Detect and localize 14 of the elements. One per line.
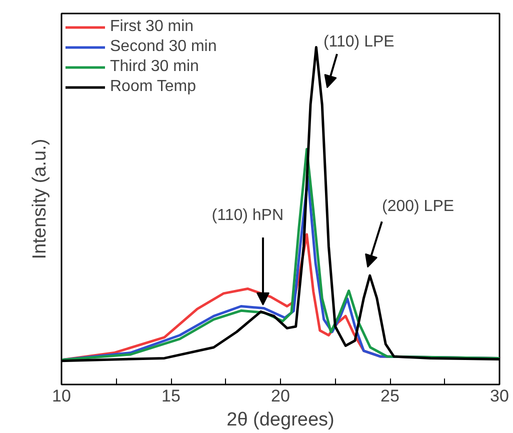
legend-label: Room Temp (110, 78, 196, 96)
legend-label: First 30 min (110, 18, 194, 36)
x-tick-label: 20 (271, 386, 290, 406)
annotation: (110) hPN (212, 206, 284, 224)
x-axis-title: 2θ (degrees) (226, 410, 334, 430)
y-axis-title: Intensity (a.u.) (30, 138, 50, 260)
x-tick-label: 15 (162, 386, 180, 406)
annotation: (200) LPE (382, 198, 454, 215)
legend-label: Second 30 min (110, 38, 217, 56)
x-tick-label: 25 (380, 386, 400, 406)
x-tick-label: 30 (490, 386, 509, 406)
legend-label: Third 30 min (110, 58, 199, 76)
annotation: (110) LPE (323, 34, 394, 51)
x-tick-label: 10 (52, 386, 71, 406)
